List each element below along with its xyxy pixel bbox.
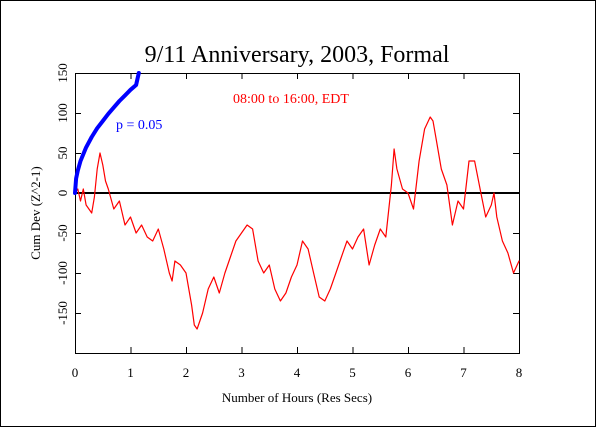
x-tick-label: 5 [349, 365, 356, 380]
x-tick-label: 1 [127, 365, 134, 380]
y-tick-label: -100 [55, 261, 70, 285]
significance-envelope-line [73, 71, 141, 195]
x-tick-label: 4 [294, 365, 301, 380]
x-tick-label: 2 [183, 365, 190, 380]
x-tick-label: 6 [405, 365, 412, 380]
y-axis-label: Cum Dev (Z^2-1) [28, 166, 43, 259]
y-tick-label: 0 [55, 190, 70, 197]
cumulative-deviation-line [74, 116, 520, 330]
x-tick-label: 8 [516, 365, 523, 380]
chart-title: 9/11 Anniversary, 2003, Formal [145, 42, 450, 68]
y-axis-ticks: -150 -100 -50 0 50 100 150 [55, 63, 519, 325]
series-layer [73, 71, 520, 330]
y-tick-label: 50 [55, 147, 70, 160]
x-tick-label: 3 [238, 365, 245, 380]
x-tick-label: 0 [72, 365, 79, 380]
x-axis-label: Number of Hours (Res Secs) [222, 390, 372, 405]
y-tick-label: -50 [55, 224, 70, 241]
y-tick-label: -150 [55, 301, 70, 325]
significance-label: p = 0.05 [116, 118, 162, 133]
chart-subtitle: 08:00 to 16:00, EDT [233, 92, 349, 107]
y-tick-label: 100 [55, 103, 70, 123]
x-axis-ticks: 0 1 2 3 4 5 6 7 8 [72, 73, 523, 380]
y-tick-label: 150 [55, 63, 70, 83]
x-tick-label: 7 [460, 365, 467, 380]
